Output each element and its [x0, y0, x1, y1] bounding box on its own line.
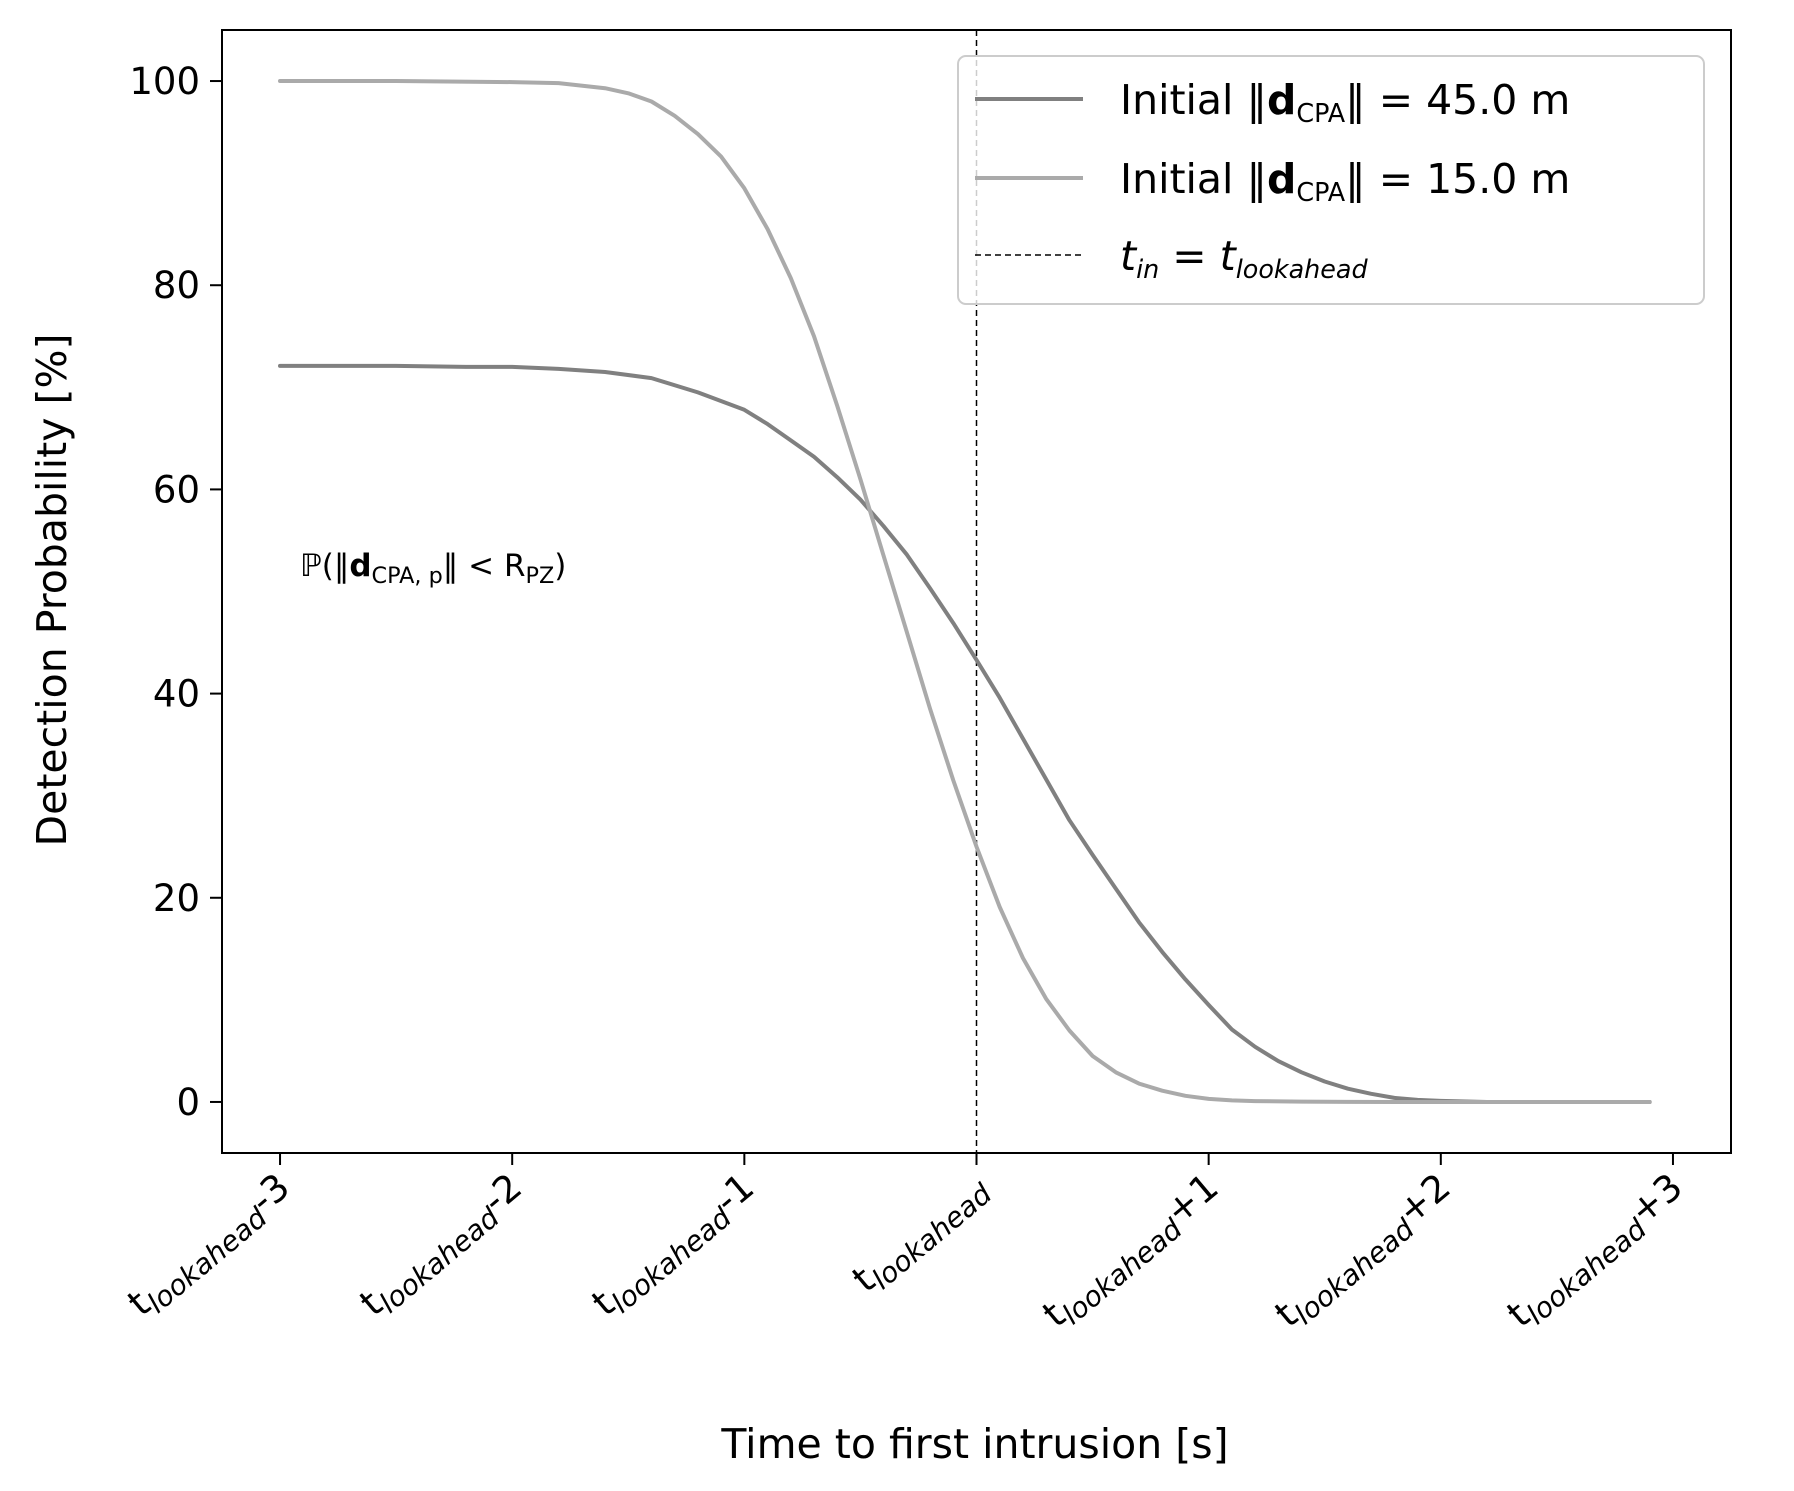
- y-tick-label: 20: [153, 877, 200, 920]
- x-tick-label: tlookahead+2: [1267, 1165, 1463, 1340]
- series-line-15m: [278, 79, 1652, 1104]
- legend-label-series-45m: Initial ‖dCPA‖ = 45.0 m: [1120, 76, 1570, 128]
- y-tick-label: 0: [176, 1081, 200, 1124]
- x-tick-label: tlookahead-2: [352, 1165, 534, 1329]
- legend-frame: [957, 55, 1705, 305]
- y-tick-label: 40: [153, 673, 200, 716]
- x-axis: tlookahead-3 tlookahead-2 tlookahead-1 tloo…: [119, 1153, 1695, 1340]
- y-tick-label: 60: [153, 468, 200, 511]
- legend: Initial ‖dCPA‖ = 45.0 m Initial ‖dCPA‖ =…: [957, 55, 1705, 305]
- x-tick-label: tlookahead+3: [1499, 1165, 1695, 1340]
- legend-label-reference-line: tin = tlookahead: [1120, 232, 1368, 284]
- x-tick-label: tlookahead-1: [584, 1165, 766, 1329]
- y-axis: 0 20 40 60 80 100: [129, 60, 222, 1124]
- probability-annotation: ℙ(‖dCPA, p‖ < RPZ): [300, 548, 566, 589]
- y-tick-label: 80: [153, 264, 200, 307]
- series-line-45m: [278, 363, 1652, 1104]
- y-axis-label: Detection Probability [%]: [28, 334, 76, 847]
- x-tick-label: tlookahead+1: [1035, 1165, 1231, 1340]
- x-tick-label: tlookahead: [844, 1165, 998, 1305]
- x-tick-label: tlookahead-3: [119, 1165, 301, 1329]
- legend-label-series-15m: Initial ‖dCPA‖ = 15.0 m: [1120, 155, 1570, 207]
- x-axis-label: Time to first intrusion [s]: [720, 1420, 1228, 1468]
- y-tick-label: 100: [129, 60, 200, 103]
